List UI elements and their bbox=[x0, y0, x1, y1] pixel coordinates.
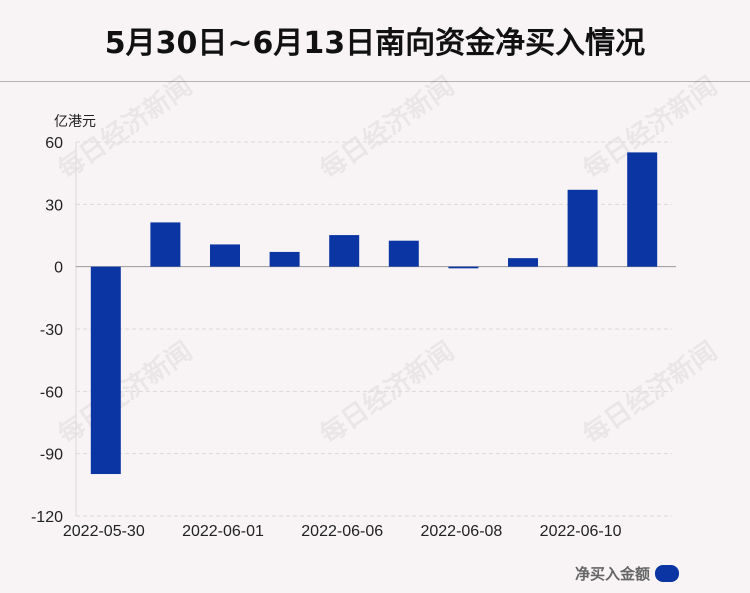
y-tick-label: 0 bbox=[54, 260, 63, 277]
legend-label: 净买入金额 bbox=[575, 565, 651, 583]
bar bbox=[210, 244, 240, 267]
watermark-text: 每日经济新闻 bbox=[314, 71, 460, 186]
bar bbox=[150, 222, 181, 267]
y-axis-unit-label: 亿港元 bbox=[54, 114, 96, 130]
bar bbox=[448, 266, 479, 269]
x-axis-ticks: 2022-05-30 2022-06-01 2022-06-06 2022-06-08… bbox=[63, 523, 622, 540]
y-tick-label: -30 bbox=[40, 322, 63, 339]
x-tick-label: 2022-06-06 bbox=[301, 523, 383, 540]
bar bbox=[627, 152, 658, 267]
legend-swatch bbox=[655, 565, 680, 582]
y-tick-label: -90 bbox=[40, 447, 63, 464]
bar bbox=[388, 240, 419, 267]
y-tick-label: -120 bbox=[31, 509, 63, 526]
y-tick-label: 60 bbox=[45, 135, 63, 152]
bar-series bbox=[90, 152, 658, 475]
x-tick-label: 2022-06-08 bbox=[420, 523, 502, 540]
bar bbox=[90, 266, 121, 475]
legend: 净买入金额 bbox=[575, 563, 680, 584]
x-tick-label: 2022-05-30 bbox=[63, 523, 145, 540]
chart-title: 5月30日~6月13日南向资金净买入情况 bbox=[104, 26, 646, 61]
y-axis-ticks: 60 30 0 -30 -60 -90 -120 bbox=[31, 135, 63, 526]
bar bbox=[269, 251, 300, 267]
x-tick-label: 2022-06-01 bbox=[182, 523, 264, 540]
watermark-text: 每日经济新闻 bbox=[52, 336, 198, 451]
bar bbox=[508, 258, 538, 267]
watermark-text: 每日经济新闻 bbox=[314, 336, 460, 451]
y-tick-label: -60 bbox=[40, 384, 63, 401]
y-tick-label: 30 bbox=[45, 197, 63, 214]
x-tick-label: 2022-06-10 bbox=[540, 523, 622, 540]
header: 5月30日~6月13日南向资金净买入情况 bbox=[0, 0, 750, 82]
watermark-text: 每日经济新闻 bbox=[577, 336, 723, 451]
bar bbox=[329, 235, 360, 267]
grid-lines bbox=[76, 141, 672, 517]
bar bbox=[567, 189, 598, 267]
